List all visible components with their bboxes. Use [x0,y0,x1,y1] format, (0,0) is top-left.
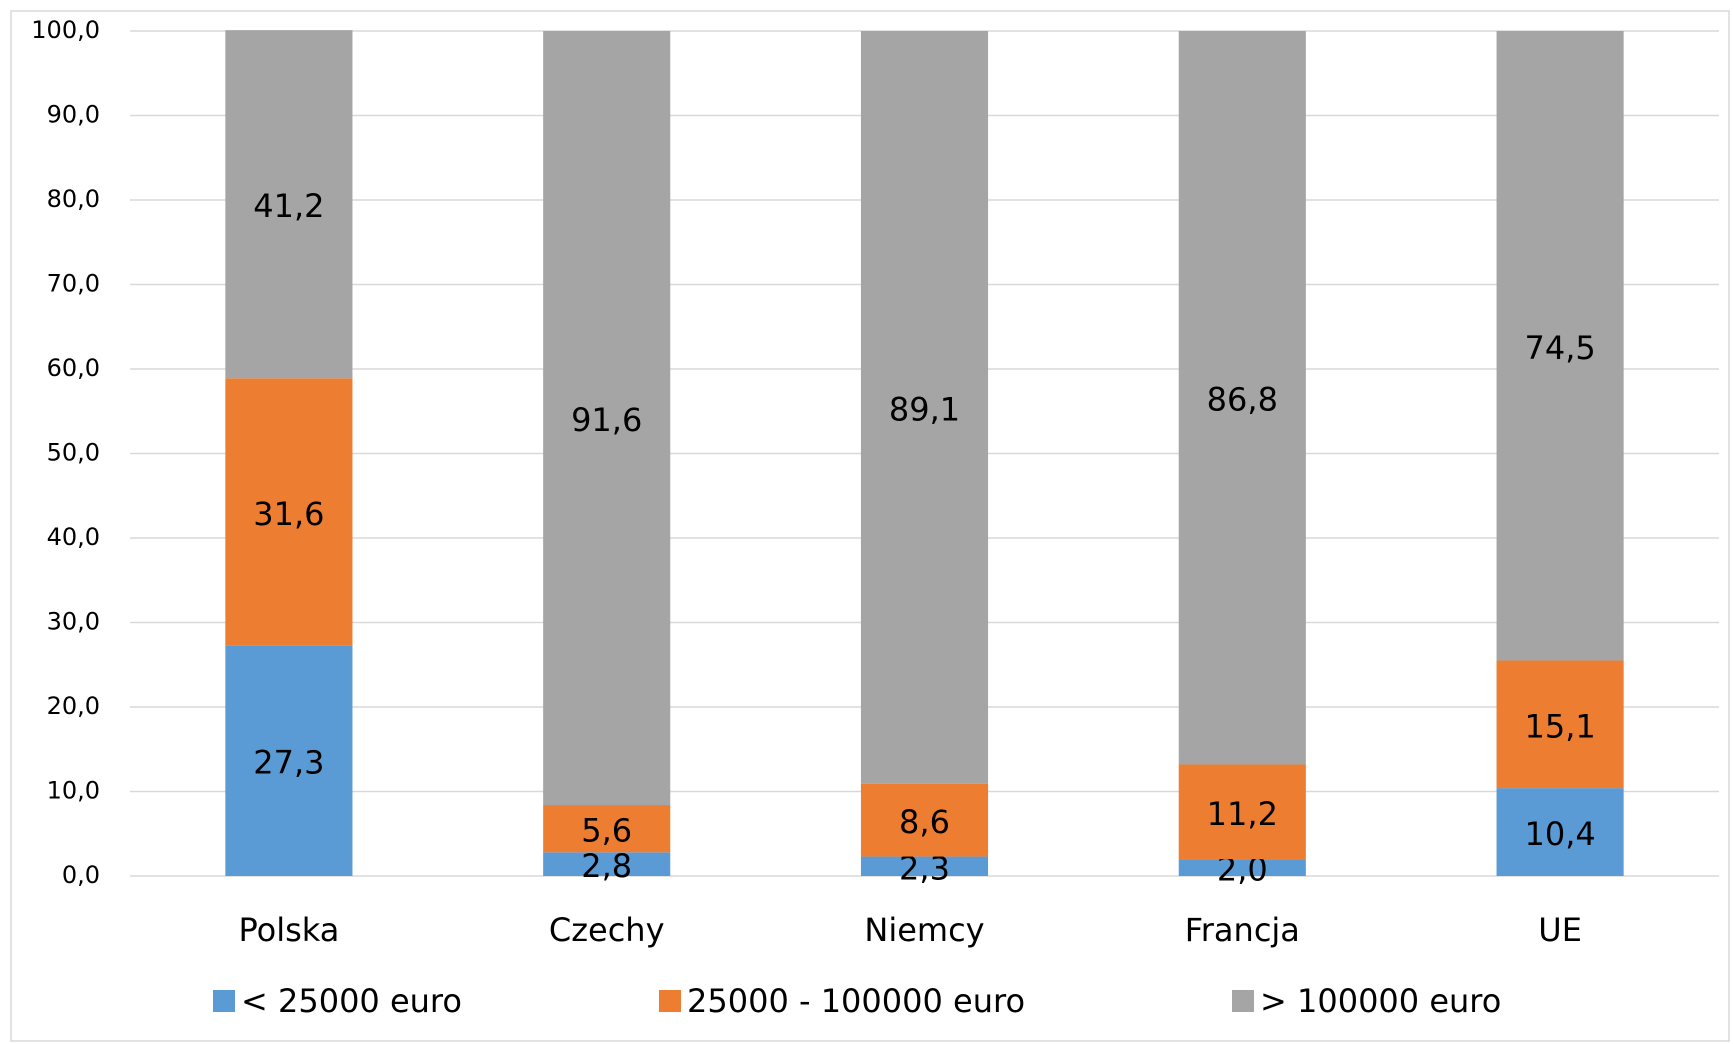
x-tick-label: Polska [238,911,339,949]
bar-segment [225,645,353,876]
bar-segment [543,805,671,853]
y-tick-label: 80,0 [47,185,100,213]
data-label: 5,6 [581,812,632,850]
legend-swatch [659,990,681,1012]
y-tick-label: 10,0 [47,777,100,805]
bar-segment [543,852,671,876]
y-tick-label: 0,0 [62,861,100,889]
bar-segment [860,783,989,857]
legend-swatch [1232,990,1254,1012]
x-tick-label: Francja [1185,911,1300,949]
y-tick-label: 60,0 [47,354,100,382]
data-label: 2,8 [581,847,632,885]
x-tick-label: Czechy [549,911,665,949]
data-label: 11,2 [1207,795,1278,833]
bar-segment [225,378,353,646]
data-label: 31,6 [253,495,324,533]
x-tick-label: UE [1538,911,1582,949]
data-label: 74,5 [1524,329,1595,367]
bar-segment [1496,660,1624,789]
data-label: 89,1 [889,390,960,428]
bar-segment [860,31,989,784]
legend-label: < 25000 euro [241,982,462,1020]
y-tick-label: 100,0 [31,16,100,44]
y-tick-label: 20,0 [47,692,100,720]
x-tick-label: Niemcy [864,911,984,949]
data-label: 27,3 [253,744,324,782]
data-label: 86,8 [1207,381,1278,419]
data-label: 10,4 [1524,815,1595,853]
y-tick-label: 70,0 [47,270,100,298]
data-label: 91,6 [571,401,642,439]
y-tick-label: 40,0 [47,523,100,551]
bar-segment [543,31,671,806]
bar-segment [1178,859,1306,876]
data-label: 41,2 [253,187,324,225]
y-tick-label: 50,0 [47,439,100,467]
data-label: 15,1 [1524,707,1595,745]
y-tick-label: 30,0 [47,608,100,636]
data-label: 8,6 [899,803,950,841]
bar-segment [225,30,353,379]
bar-segment [1496,31,1624,661]
bar-segment [860,856,989,876]
bar-segment [1178,31,1306,765]
y-tick-label: 90,0 [47,101,100,129]
bar-segment [1496,788,1624,876]
legend-label: > 100000 euro [1260,982,1501,1020]
legend-label: 25000 - 100000 euro [687,982,1025,1020]
legend-swatch [213,990,235,1012]
bar-segment [1178,764,1306,860]
